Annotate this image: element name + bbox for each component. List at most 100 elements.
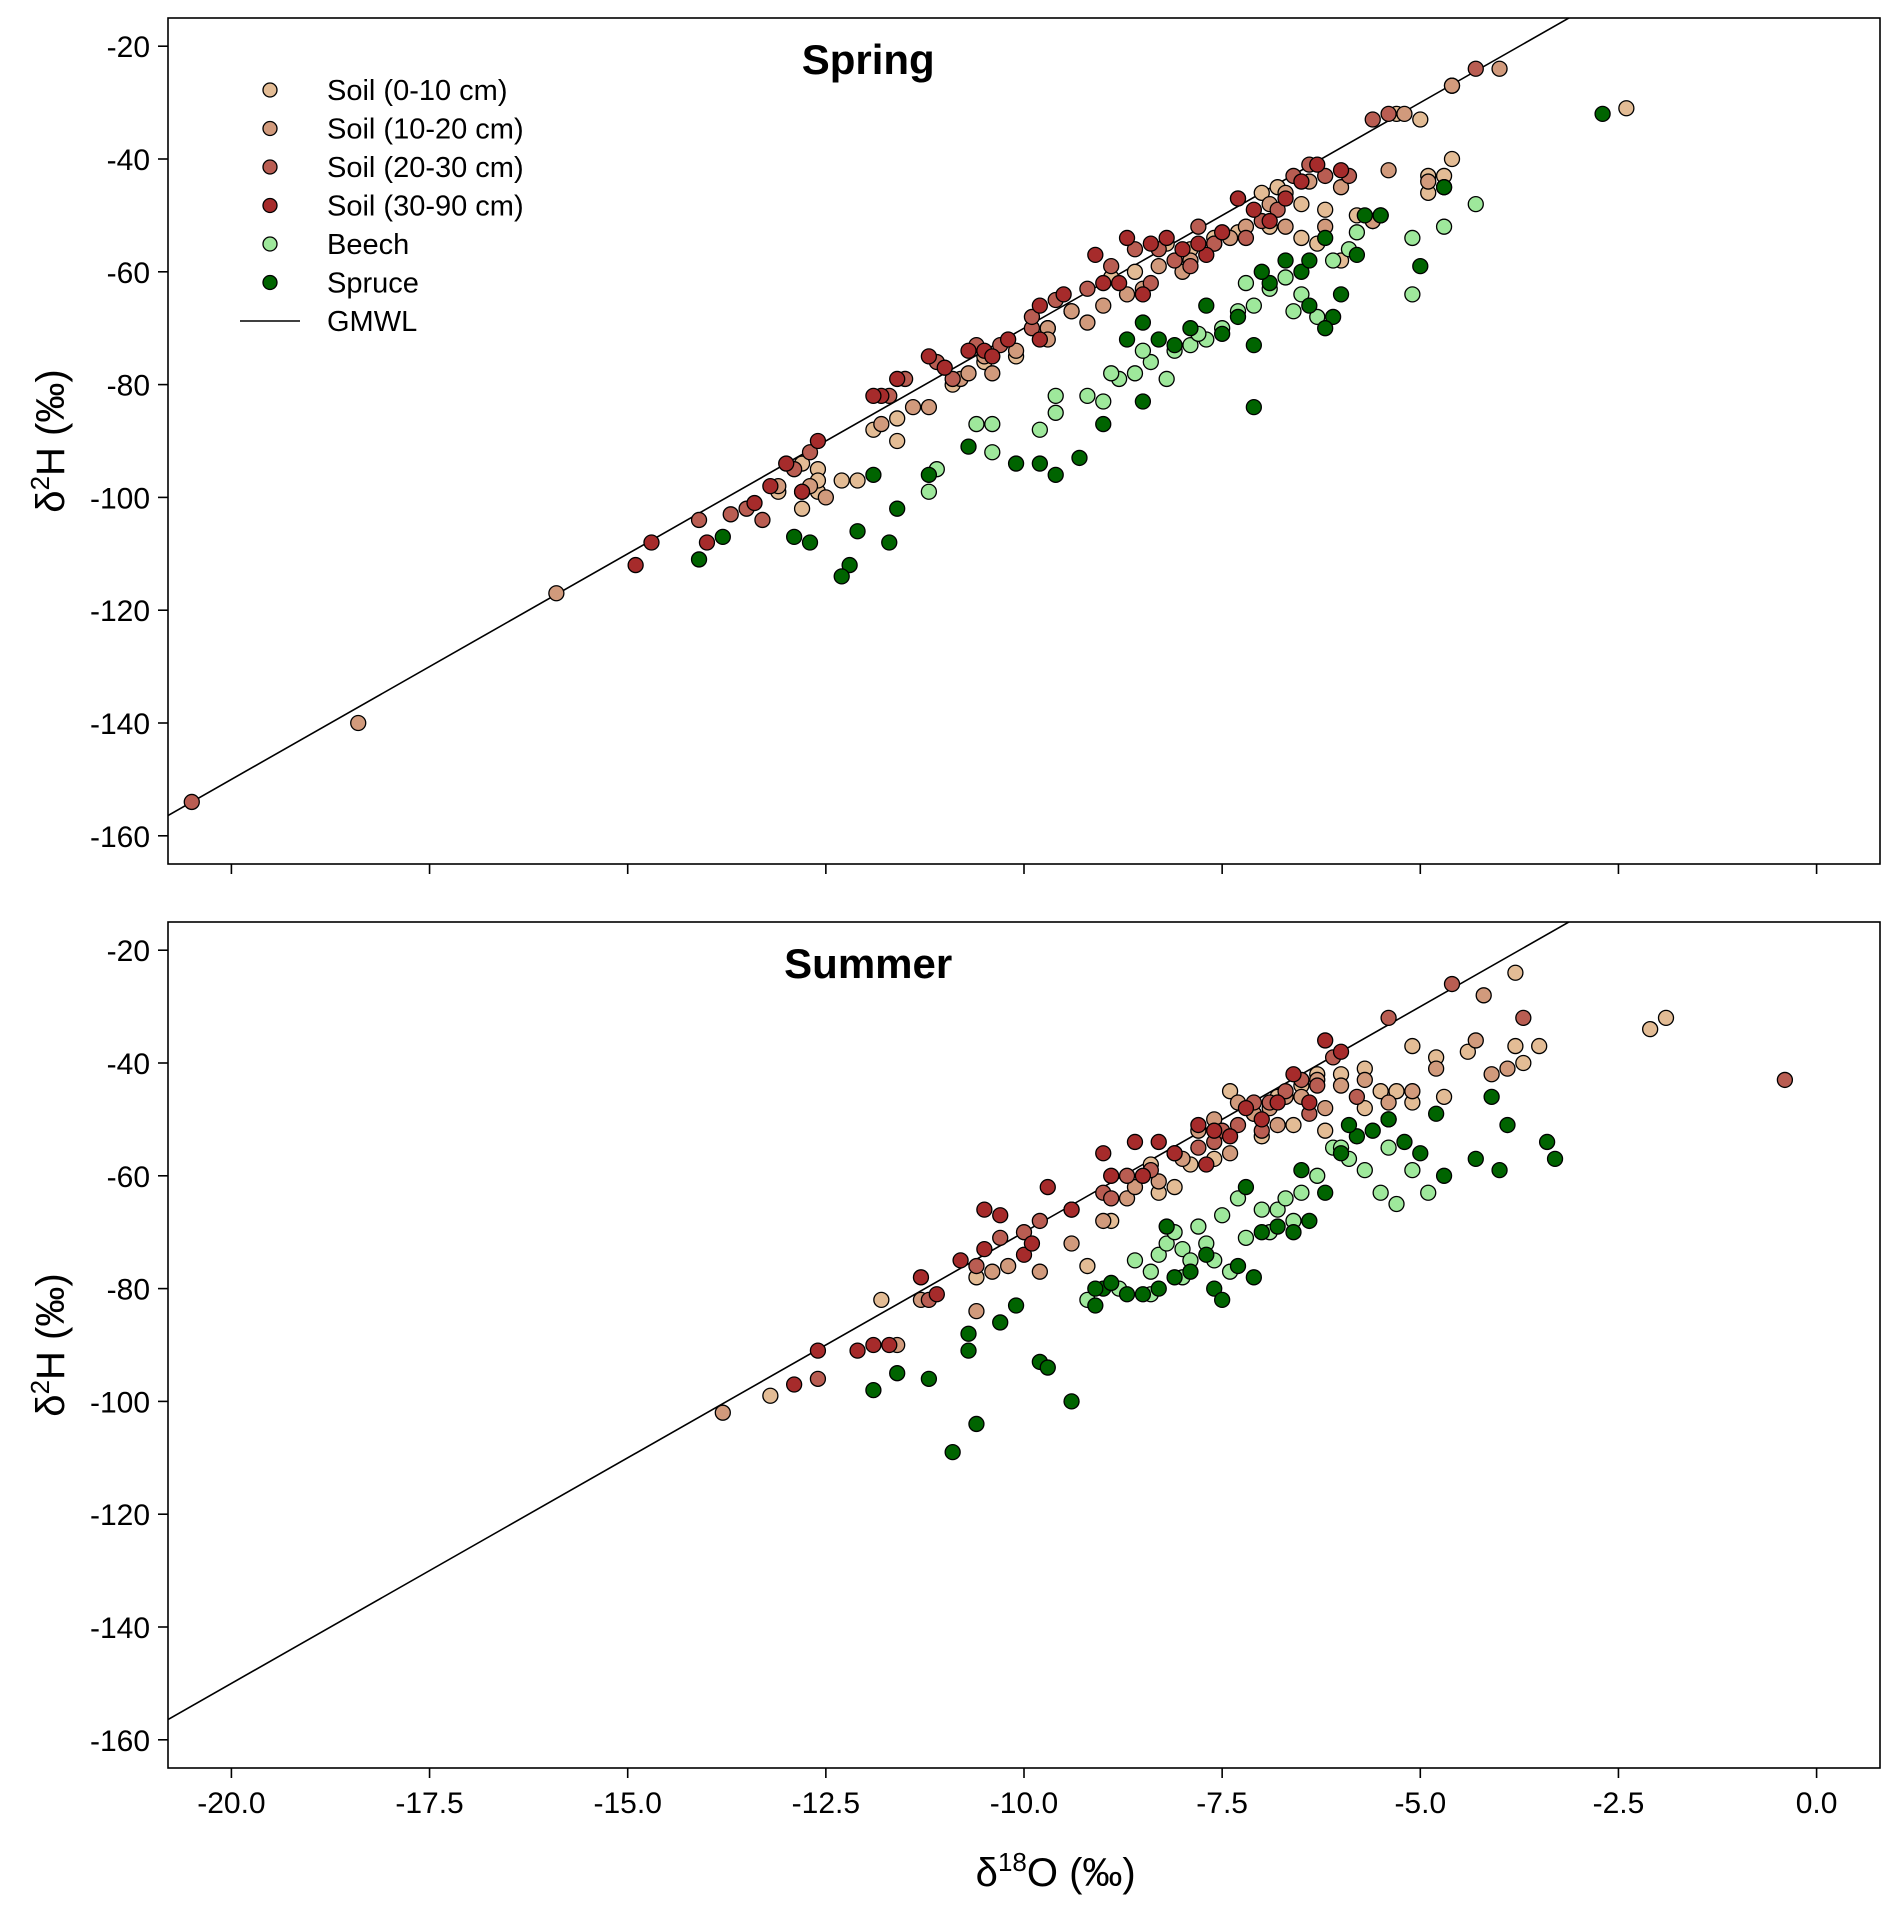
summer-y-axis-label: δ2H (‰) bbox=[25, 1273, 73, 1416]
summer-x-tick-label: -5.0 bbox=[1394, 1787, 1446, 1820]
spring-data-point bbox=[778, 455, 795, 472]
spring-data-point bbox=[1245, 201, 1263, 218]
summer-data-point bbox=[1388, 1195, 1405, 1213]
spring-data-point bbox=[690, 551, 708, 568]
spring-data-point bbox=[1261, 274, 1278, 292]
spring-data-point bbox=[944, 370, 961, 388]
spring-data-point bbox=[1309, 156, 1326, 173]
spring-data-point bbox=[1245, 399, 1263, 416]
summer-data-point bbox=[1499, 1060, 1516, 1077]
spring-data-point bbox=[1245, 336, 1263, 354]
summer-data-point bbox=[992, 1207, 1009, 1224]
summer-data-point bbox=[1277, 1083, 1294, 1100]
summer-data-point bbox=[1332, 1077, 1350, 1094]
summer-data-point bbox=[1190, 1139, 1207, 1156]
spring-data-point bbox=[865, 387, 882, 405]
summer-data-point bbox=[1380, 1009, 1397, 1027]
summer-data-point bbox=[1507, 1037, 1524, 1055]
spring-legend-marker bbox=[262, 120, 278, 137]
spring-data-point bbox=[1324, 252, 1342, 269]
spring-legend-marker bbox=[262, 236, 278, 252]
spring-data-point bbox=[1023, 308, 1041, 326]
summer-data-point bbox=[1372, 1083, 1389, 1100]
spring-data-point bbox=[920, 466, 938, 483]
spring-data-point bbox=[643, 534, 660, 551]
summer-data-point bbox=[1380, 1111, 1397, 1128]
summer-data-point bbox=[809, 1342, 827, 1359]
summer-data-point bbox=[992, 1229, 1009, 1246]
spring-panel-title: Spring bbox=[802, 36, 935, 83]
spring-data-point bbox=[1079, 387, 1096, 405]
summer-data-point bbox=[1380, 1139, 1397, 1156]
spring-data-point bbox=[968, 415, 985, 433]
summer-data-point bbox=[952, 1252, 969, 1269]
spring-data-point bbox=[1031, 455, 1049, 472]
summer-plot-frame bbox=[167, 921, 1881, 1769]
summer-data-point bbox=[984, 1263, 1001, 1280]
spring-data-point bbox=[548, 585, 565, 602]
spring-data-point bbox=[1087, 246, 1104, 264]
summer-data-point bbox=[889, 1365, 906, 1382]
spring-data-point bbox=[1190, 235, 1207, 252]
summer-data-point bbox=[1285, 1224, 1302, 1241]
spring-data-point bbox=[1293, 263, 1310, 280]
spring-data-point bbox=[1142, 353, 1159, 371]
summer-data-point bbox=[1435, 1167, 1453, 1184]
spring-data-point bbox=[714, 528, 731, 546]
spring-data-point bbox=[801, 444, 819, 461]
spring-legend-label: Soil (10-20 cm) bbox=[327, 114, 524, 146]
spring-data-point bbox=[889, 432, 906, 450]
spring-data-point bbox=[1142, 235, 1159, 252]
summer-data-point bbox=[1237, 1229, 1255, 1246]
summer-y-tick-label: -80 bbox=[107, 1274, 150, 1307]
summer-data-point bbox=[1039, 1359, 1056, 1376]
spring-data-point bbox=[833, 472, 850, 489]
spring-data-point bbox=[1095, 274, 1112, 292]
summer-series-5 bbox=[865, 1088, 1564, 1461]
summer-data-point bbox=[1427, 1105, 1445, 1122]
spring-data-point bbox=[1348, 224, 1366, 241]
summer-x-tick-label: -15.0 bbox=[594, 1787, 662, 1820]
spring-data-point bbox=[889, 500, 906, 517]
spring-data-point bbox=[817, 489, 835, 506]
spring-data-point bbox=[1198, 297, 1215, 314]
summer-data-point bbox=[1491, 1162, 1508, 1179]
spring-y-axis-label: δ2H (‰) bbox=[25, 369, 73, 512]
spring-legend-label: Soil (20-30 cm) bbox=[327, 152, 524, 184]
spring-data-point bbox=[722, 506, 739, 523]
summer-y-tick-label: -20 bbox=[107, 935, 150, 968]
spring-data-point bbox=[1443, 150, 1461, 168]
summer-data-point bbox=[1079, 1257, 1096, 1275]
summer-data-point bbox=[1404, 1037, 1421, 1055]
spring-data-point bbox=[785, 528, 803, 546]
summer-data-point bbox=[1293, 1184, 1310, 1201]
spring-data-point bbox=[984, 365, 1001, 382]
summer-data-point bbox=[1301, 1094, 1318, 1111]
summer-data-point bbox=[1158, 1218, 1175, 1235]
spring-data-point bbox=[350, 714, 367, 732]
summer-data-point bbox=[1015, 1246, 1033, 1263]
spring-data-point bbox=[698, 534, 716, 551]
summer-data-point bbox=[1459, 1043, 1477, 1060]
summer-data-point bbox=[1118, 1167, 1136, 1184]
summer-y-tick-label: -60 bbox=[107, 1161, 150, 1194]
summer-data-point bbox=[1285, 1066, 1302, 1083]
summer-data-point bbox=[1150, 1133, 1167, 1151]
summer-data-point bbox=[762, 1387, 779, 1404]
summer-data-point bbox=[1427, 1060, 1445, 1077]
spring-data-point bbox=[1166, 336, 1183, 354]
spring-data-point bbox=[1277, 190, 1294, 207]
summer-data-point bbox=[1293, 1162, 1310, 1179]
summer-x-tick-label: -17.5 bbox=[395, 1787, 463, 1820]
summer-data-point bbox=[1229, 1116, 1247, 1134]
spring-data-point bbox=[849, 472, 866, 489]
spring-data-point bbox=[1229, 308, 1247, 326]
spring-data-point bbox=[1047, 466, 1064, 483]
summer-data-point bbox=[1166, 1145, 1183, 1162]
spring-series-3 bbox=[627, 156, 1350, 574]
summer-data-point bbox=[1015, 1224, 1033, 1241]
summer-data-point bbox=[1229, 1190, 1247, 1207]
spring-data-point bbox=[690, 511, 708, 529]
spring-data-point bbox=[999, 331, 1017, 348]
spring-data-point bbox=[1134, 393, 1152, 410]
